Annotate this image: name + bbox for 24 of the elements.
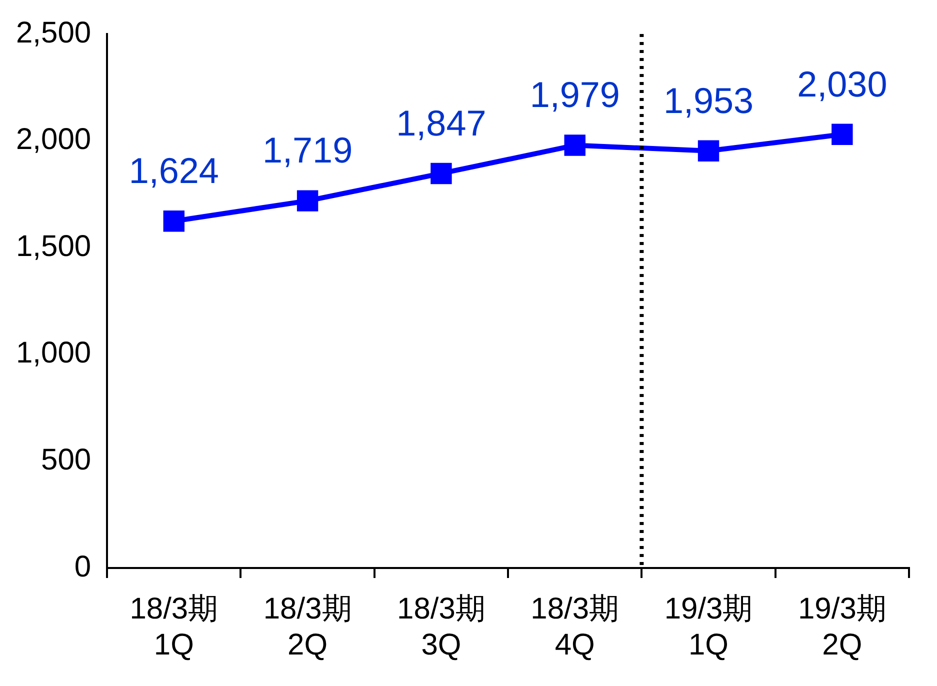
data-label: 1,979 xyxy=(530,74,620,116)
x-tick-label: 19/3期 2Q xyxy=(798,592,886,662)
point xyxy=(832,124,853,145)
data-label: 2,030 xyxy=(797,63,888,104)
point xyxy=(296,190,318,212)
x-tick-label: 18/3期 3Q xyxy=(397,592,486,662)
data-label: 1,953 xyxy=(663,80,754,121)
x-tick-label: 18/3期 2Q xyxy=(263,592,352,662)
y-tick-label: 1,500 xyxy=(16,230,92,263)
point xyxy=(430,162,452,184)
point xyxy=(698,140,720,162)
point xyxy=(163,210,185,232)
data-label: 1,624 xyxy=(128,150,219,192)
y-tick-label: 1,000 xyxy=(16,336,92,370)
x-tick-label: 18/3期 4Q xyxy=(530,592,620,662)
y-tick-label: 0 xyxy=(74,550,92,584)
point xyxy=(564,134,586,156)
data-label: 1,719 xyxy=(262,130,353,171)
y-tick-label: 500 xyxy=(41,443,92,476)
data-label: 1,847 xyxy=(396,102,486,144)
x-tick-label: 19/3期 1Q xyxy=(664,592,753,662)
x-tick-label: 18/3期 1Q xyxy=(130,592,218,662)
y-tick-label: 2,000 xyxy=(16,123,92,156)
y-tick-label: 2,500 xyxy=(16,16,92,50)
